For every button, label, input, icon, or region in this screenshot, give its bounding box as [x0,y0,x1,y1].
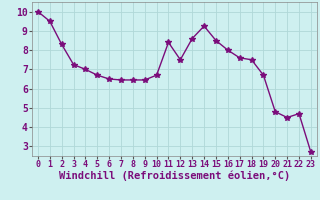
X-axis label: Windchill (Refroidissement éolien,°C): Windchill (Refroidissement éolien,°C) [59,171,290,181]
